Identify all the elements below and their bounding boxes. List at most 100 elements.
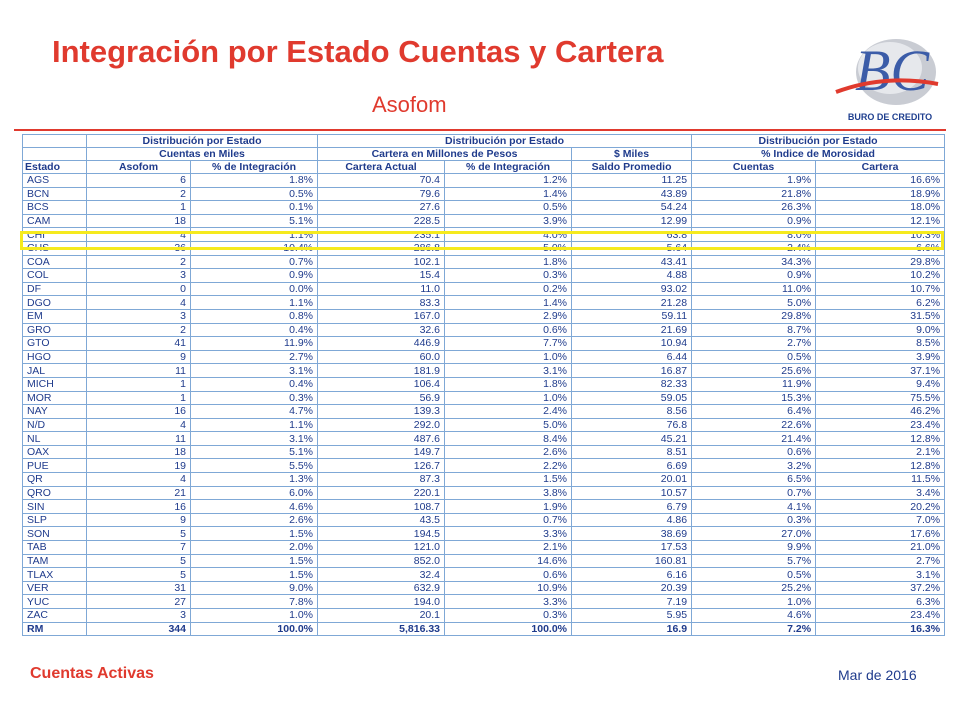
table-row: DF 0 0.0% 11.0 0.2% 93.02 11.0% 10.7%	[22, 281, 946, 297]
value-cell: 11	[86, 363, 191, 378]
value-cell: 15.4	[317, 268, 446, 283]
value-cell: 38.69	[571, 526, 693, 542]
value-cell: 16	[86, 499, 191, 514]
table-row: AGS 6 1.8% 70.4 1.2% 11.25 1.9% 16.6%	[22, 173, 946, 188]
value-cell: 10.57	[571, 485, 693, 501]
value-cell: 139.3	[317, 404, 446, 419]
value-cell: 6.16	[571, 567, 693, 582]
table-row: CHI 4 1.1% 235.1 4.0% 63.8 8.0% 10.3%	[22, 227, 946, 242]
value-cell: 6.69	[571, 458, 693, 474]
page-subtitle: Asofom	[372, 92, 447, 117]
value-cell: 18.0%	[815, 200, 946, 215]
value-cell: 2	[86, 254, 191, 270]
blank-header	[22, 134, 87, 148]
value-cell: 43.41	[571, 254, 693, 270]
table-row: JAL 11 3.1% 181.9 3.1% 16.87 25.6% 37.1%	[22, 363, 946, 378]
value-cell: 14.6%	[444, 553, 573, 569]
column-header: Cartera	[815, 160, 946, 174]
value-cell: 1.8%	[444, 254, 573, 270]
table-row: QR 4 1.3% 87.3 1.5% 20.01 6.5% 11.5%	[22, 472, 946, 487]
value-cell: 16	[86, 404, 191, 419]
value-cell: 852.0	[317, 553, 446, 569]
value-cell: 0.3%	[189, 390, 319, 406]
value-cell: 11.9%	[691, 376, 817, 392]
value-cell: 8.7%	[691, 322, 817, 338]
header-divider	[14, 129, 946, 131]
table-row: NAY 16 4.7% 139.3 2.4% 8.56 6.4% 46.2%	[22, 404, 946, 419]
table-row: VER 31 9.0% 632.9 10.9% 20.39 25.2% 37.2%	[22, 580, 946, 596]
value-cell: 2.2%	[444, 458, 573, 474]
value-cell: 2.1%	[815, 444, 946, 460]
total-value-cell: 7.2%	[691, 621, 817, 637]
value-cell: 11.0	[317, 281, 446, 297]
column-header: Estado	[22, 160, 87, 174]
buro-de-credito-logo: BC BURO DE CREDITO	[834, 34, 946, 124]
value-cell: 21.8%	[691, 186, 817, 202]
value-cell: 27.6	[317, 200, 446, 215]
value-cell: 11.9%	[189, 336, 319, 351]
value-cell: 16.87	[571, 363, 693, 378]
value-cell: 6.0%	[189, 485, 319, 501]
value-cell: 2.4%	[444, 404, 573, 419]
value-cell: 17.6%	[815, 526, 946, 542]
value-cell: 0.3%	[691, 512, 817, 528]
column-header: % de Integración	[444, 160, 573, 174]
value-cell: 3.9%	[815, 349, 946, 365]
value-cell: 7.19	[571, 594, 693, 609]
state-cell: YUC	[22, 594, 87, 609]
column-header-row: Estado Asofom % de Integración Cartera A…	[22, 160, 946, 174]
value-cell: 0.6%	[691, 444, 817, 460]
value-cell: 70.4	[317, 173, 446, 188]
value-cell: 8.56	[571, 404, 693, 419]
value-cell: 41	[86, 336, 191, 351]
value-cell: 3	[86, 308, 191, 324]
value-cell: 8.51	[571, 444, 693, 460]
table-row: COA 2 0.7% 102.1 1.8% 43.41 34.3% 29.8%	[22, 254, 946, 270]
value-cell: 0.7%	[691, 485, 817, 501]
value-cell: 32.6	[317, 322, 446, 338]
state-cell: ZAC	[22, 608, 87, 623]
value-cell: 1	[86, 376, 191, 392]
table-row: SIN 16 4.6% 108.7 1.9% 6.79 4.1% 20.2%	[22, 499, 946, 514]
value-cell: 29.8%	[691, 308, 817, 324]
column-header: % de Integración	[189, 160, 319, 174]
value-cell: 12.8%	[815, 458, 946, 474]
value-cell: 20.2%	[815, 499, 946, 514]
footer-date: Mar de 2016	[838, 667, 917, 683]
value-cell: 9.0%	[189, 580, 319, 596]
total-label-cell: RM	[22, 621, 87, 637]
value-cell: 20.39	[571, 580, 693, 596]
value-cell: 3.1%	[815, 567, 946, 582]
total-value-cell: 5,816.33	[317, 621, 446, 637]
value-cell: 0.6%	[444, 567, 573, 582]
value-cell: 0.8%	[189, 308, 319, 324]
value-cell: 194.5	[317, 526, 446, 542]
value-cell: 1.2%	[444, 173, 573, 188]
subheader-cartera-millones: Cartera en Millones de Pesos	[317, 147, 573, 161]
value-cell: 9.4%	[815, 376, 946, 392]
state-cell: DF	[22, 281, 87, 297]
value-cell: 87.3	[317, 472, 446, 487]
table-row: N/D 4 1.1% 292.0 5.0% 76.8 22.6% 23.4%	[22, 417, 946, 433]
value-cell: 54.24	[571, 200, 693, 215]
value-cell: 4.1%	[691, 499, 817, 514]
value-cell: 5	[86, 553, 191, 569]
value-cell: 15.3%	[691, 390, 817, 406]
value-cell: 2.0%	[189, 540, 319, 555]
state-cell: EM	[22, 308, 87, 324]
value-cell: 60.0	[317, 349, 446, 365]
value-cell: 21.28	[571, 295, 693, 310]
value-cell: 5	[86, 567, 191, 582]
value-cell: 1.5%	[189, 553, 319, 569]
value-cell: 3.1%	[189, 363, 319, 378]
value-cell: 0.4%	[189, 322, 319, 338]
state-cell: NL	[22, 431, 87, 446]
value-cell: 75.5%	[815, 390, 946, 406]
value-cell: 27.0%	[691, 526, 817, 542]
state-cell: QRO	[22, 485, 87, 501]
table-row: SLP 9 2.6% 43.5 0.7% 4.86 0.3% 7.0%	[22, 512, 946, 528]
total-value-cell: 16.9	[571, 621, 693, 637]
value-cell: 10.2%	[815, 268, 946, 283]
state-cell: QR	[22, 472, 87, 487]
value-cell: 4	[86, 295, 191, 310]
